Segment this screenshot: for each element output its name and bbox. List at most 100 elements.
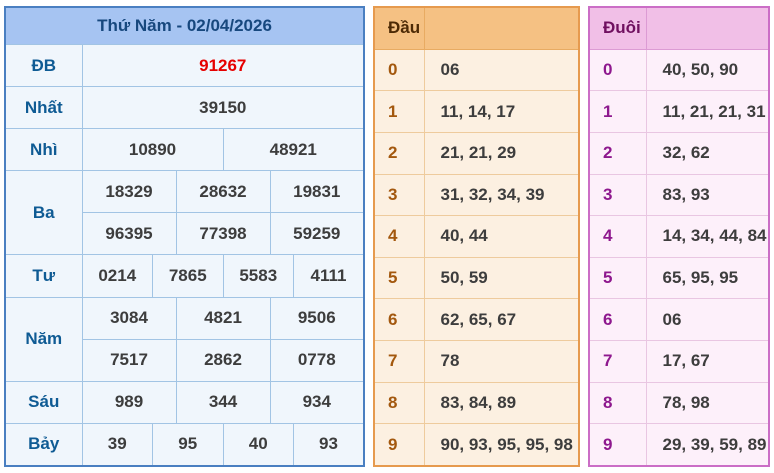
table-row: 1 11, 14, 17	[373, 90, 580, 133]
table-row: 7 78	[373, 340, 580, 383]
table-row: 4 14, 34, 44, 84	[588, 215, 770, 258]
duoi-digit: 3	[588, 173, 647, 217]
table-row: 9 90, 93, 95, 95, 98	[373, 423, 580, 467]
table-row: Tư 0214 7865 5583 4111	[4, 254, 365, 298]
table-row: ĐB 91267	[4, 44, 365, 88]
prize-ba-value: 19831	[269, 170, 365, 214]
dau-values: 21, 21, 29	[423, 131, 580, 175]
prize-nhat-label: Nhất	[4, 86, 83, 130]
dau-digit: 0	[373, 48, 425, 92]
prize-ba-label: Ba	[4, 170, 83, 256]
duoi-digit: 7	[588, 340, 647, 383]
prize-ba-value: 28632	[175, 170, 271, 214]
table-row: Nhì 10890 48921	[4, 128, 365, 172]
dau-header-spacer	[423, 6, 580, 50]
prize-nam-value: 9506	[269, 296, 365, 340]
table-row: 7 17, 67	[588, 340, 770, 383]
prize-tu-value: 5583	[222, 254, 294, 298]
prize-db-value: 91267	[81, 44, 365, 88]
table-row: 1 11, 21, 21, 31	[588, 90, 770, 133]
prize-nhi-value: 48921	[222, 128, 365, 172]
table-row: Nhất 39150	[4, 86, 365, 130]
prize-sau-value: 344	[175, 380, 271, 424]
duoi-values: 83, 93	[645, 173, 770, 217]
duoi-digit: 2	[588, 131, 647, 175]
results-date-header: Thứ Năm - 02/04/2026	[4, 6, 365, 46]
prize-nhi-value: 10890	[81, 128, 224, 172]
dau-digit: 7	[373, 340, 425, 383]
duoi-digit: 4	[588, 215, 647, 258]
prize-nam-value: 2862	[175, 338, 271, 382]
dau-digit: 8	[373, 381, 425, 425]
prize-nhat-value: 39150	[81, 86, 365, 130]
prize-bay-value: 40	[222, 422, 294, 467]
prize-bay-value: 93	[293, 422, 365, 467]
duoi-digit: 9	[588, 423, 647, 467]
duoi-table-header: Đuôi	[588, 6, 647, 50]
prize-tu-value: 7865	[152, 254, 224, 298]
prize-tu-label: Tư	[4, 254, 83, 298]
prize-tu-value: 0214	[81, 254, 153, 298]
prize-ba-value: 18329	[81, 170, 177, 214]
prize-db-label: ĐB	[4, 44, 83, 88]
dau-digit: 2	[373, 131, 425, 175]
dau-values: 90, 93, 95, 95, 98	[423, 423, 580, 467]
table-row: 3 31, 32, 34, 39	[373, 173, 580, 217]
prize-bay-value: 39	[81, 422, 153, 467]
duoi-values: 40, 50, 90	[645, 48, 770, 92]
table-row: 6 06	[588, 298, 770, 342]
table-row: 0 40, 50, 90	[588, 48, 770, 92]
table-row: 2 21, 21, 29	[373, 131, 580, 175]
prize-sau-value: 989	[81, 380, 177, 424]
table-row: 2 32, 62	[588, 131, 770, 175]
table-row: 7517 2862 0778	[5, 338, 365, 382]
dau-digit: 9	[373, 423, 425, 467]
dau-values: 83, 84, 89	[423, 381, 580, 425]
table-row: 8 78, 98	[588, 381, 770, 425]
table-row: Ba 18329 28632 19831	[4, 170, 365, 256]
duoi-values: 32, 62	[645, 131, 770, 175]
duoi-values: 11, 21, 21, 31	[645, 90, 770, 133]
duoi-values: 78, 98	[645, 381, 770, 425]
duoi-values: 14, 34, 44, 84	[645, 215, 770, 258]
table-row: 6 62, 65, 67	[373, 298, 580, 342]
dau-digit: 4	[373, 215, 425, 258]
dau-digit: 5	[373, 256, 425, 300]
dau-values: 11, 14, 17	[423, 90, 580, 133]
dau-values: 62, 65, 67	[423, 298, 580, 342]
table-row: 5 65, 95, 95	[588, 256, 770, 300]
prize-ba-value: 77398	[175, 212, 271, 256]
duoi-values: 29, 39, 59, 89	[645, 423, 770, 467]
duoi-header-spacer	[645, 6, 770, 50]
table-row: 4 40, 44	[373, 215, 580, 258]
duoi-digit: 1	[588, 90, 647, 133]
duoi-values: 17, 67	[645, 340, 770, 383]
dau-values: 50, 59	[423, 256, 580, 300]
prize-nam-value: 7517	[81, 338, 177, 382]
table-row: 9 29, 39, 59, 89	[588, 423, 770, 467]
table-row: 0 06	[373, 48, 580, 92]
prize-nhi-label: Nhì	[4, 128, 83, 172]
prize-nam-value: 0778	[269, 338, 365, 382]
dau-values: 06	[423, 48, 580, 92]
duoi-digit: 8	[588, 381, 647, 425]
duoi-table: Đuôi 0 40, 50, 90 1 11, 21, 21, 31 2 32, 62…	[588, 6, 770, 467]
prize-tu-value: 4111	[293, 254, 365, 298]
duoi-values: 65, 95, 95	[645, 256, 770, 300]
dau-values: 40, 44	[423, 215, 580, 258]
dau-table-header: Đầu	[373, 6, 425, 50]
prize-bay-label: Bảy	[4, 422, 83, 467]
dau-digit: 3	[373, 173, 425, 217]
prize-nam-value: 4821	[175, 296, 271, 340]
prize-bay-value: 95	[152, 422, 224, 467]
duoi-digit: 5	[588, 256, 647, 300]
prize-ba-value: 59259	[269, 212, 365, 256]
prize-nam-value: 3084	[81, 296, 177, 340]
table-row: Sáu 989 344 934	[4, 380, 365, 424]
table-row: 5 50, 59	[373, 256, 580, 300]
dau-digit: 6	[373, 298, 425, 342]
prize-nam-label: Năm	[4, 296, 83, 382]
prize-sau-label: Sáu	[4, 380, 83, 424]
dau-values: 31, 32, 34, 39	[423, 173, 580, 217]
